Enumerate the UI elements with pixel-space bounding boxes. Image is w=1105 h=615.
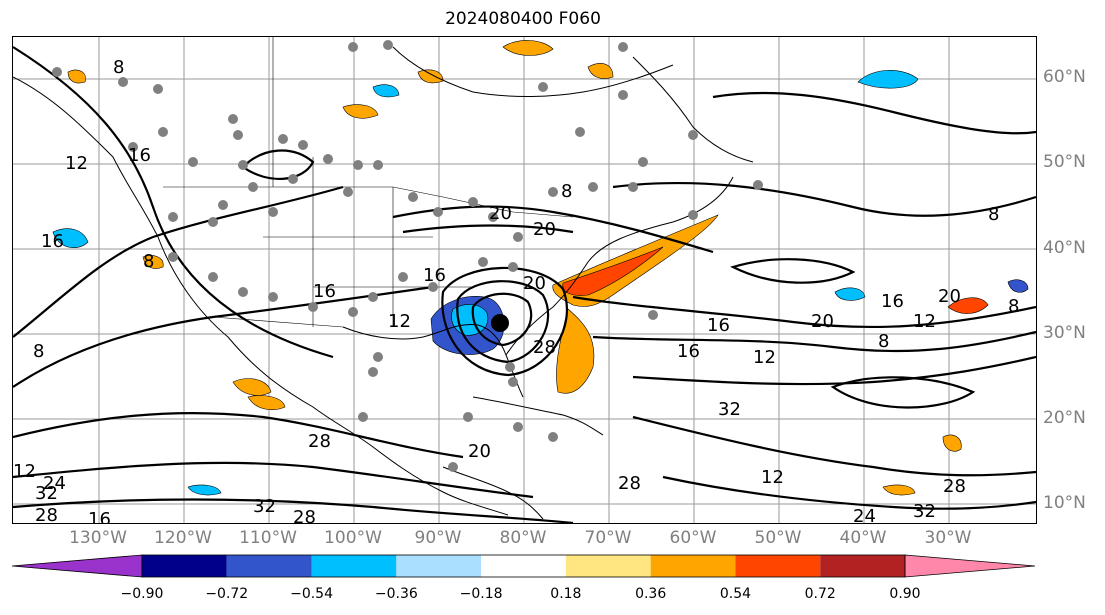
contour-label: 12 xyxy=(65,153,88,174)
lat-label-60n: 60°N xyxy=(1043,67,1086,87)
colorbar-segment xyxy=(396,555,482,577)
contour-label: 32 xyxy=(913,501,936,522)
borders xyxy=(163,37,574,328)
colorbar-tick-label: −0.36 xyxy=(374,586,418,602)
contour-label: 16 xyxy=(677,341,700,362)
colorbar-tick-label: 0.18 xyxy=(550,586,582,602)
contour-label: 12 xyxy=(753,347,776,368)
contour-label: 32 xyxy=(35,483,58,504)
contour-label: 20 xyxy=(523,273,546,294)
shaded-field xyxy=(52,40,1029,496)
lon-label-60w: 60°W xyxy=(669,528,717,548)
colorbar-tick-label: −0.72 xyxy=(205,586,249,602)
colorbar-segment xyxy=(820,555,905,577)
colorbar-extend-low xyxy=(12,554,143,578)
map-title: 2024080400 F060 xyxy=(445,9,601,29)
contour-label: 32 xyxy=(718,399,741,420)
contour-label: 16 xyxy=(423,265,446,286)
colorbar-extend-high xyxy=(904,554,1036,578)
contour-label: 24 xyxy=(43,473,66,494)
contour-label: 20 xyxy=(489,203,512,224)
colorbar-tick-label: 0.54 xyxy=(719,586,752,602)
contour-label: 8 xyxy=(988,204,999,225)
lon-label-40w: 40°W xyxy=(839,528,887,548)
colorbar-tick-label: −0.18 xyxy=(459,586,503,602)
colorbar-segment xyxy=(481,555,566,577)
lon-label-100w: 100°W xyxy=(324,528,382,548)
contour-label: 8 xyxy=(143,251,154,272)
contour-label: 8 xyxy=(561,181,572,202)
storm-center-marker xyxy=(491,314,509,332)
contour-label: 24 xyxy=(853,506,876,523)
lon-label-130w: 130°W xyxy=(69,528,127,548)
colorbar-tick-label: 0.72 xyxy=(804,586,836,602)
contour-label: 8 xyxy=(878,331,889,352)
lon-label-110w: 110°W xyxy=(239,528,297,548)
contour-label: 20 xyxy=(533,219,556,240)
colorbar xyxy=(12,554,1036,578)
colorbar-segment xyxy=(735,555,821,577)
lon-label-70w: 70°W xyxy=(584,528,632,548)
lat-label-30n: 30°N xyxy=(1043,323,1086,343)
contour-label: 20 xyxy=(468,441,491,462)
colorbar-tick-label: 0.90 xyxy=(889,586,921,602)
contour-label: 28 xyxy=(533,337,556,358)
contour-label: 16 xyxy=(881,291,904,312)
lat-label-50n: 50°N xyxy=(1043,152,1086,172)
lon-label-30w: 30°W xyxy=(924,528,972,548)
contour-label: 16 xyxy=(313,281,336,302)
colorbar-tick-label: −0.90 xyxy=(120,586,164,602)
contour-label: 8 xyxy=(113,57,124,78)
contour-label: 20 xyxy=(811,311,834,332)
contour-label: 32 xyxy=(253,496,276,517)
lat-label-10n: 10°N xyxy=(1043,493,1086,513)
colorbar-segment xyxy=(565,555,651,577)
colorbar-tick-label: 0.36 xyxy=(635,586,667,602)
contour-label: 16 xyxy=(41,231,64,252)
contour-label: 28 xyxy=(943,476,966,497)
colorbar-tick-label: −0.54 xyxy=(290,586,333,602)
map-canvas: 8 12 16 16 8 16 12 16 20 20 8 20 28 16 1… xyxy=(13,37,1036,523)
contour-label: 12 xyxy=(761,467,784,488)
contour-label: 16 xyxy=(707,315,730,336)
contour-label: 28 xyxy=(618,473,641,494)
lat-label-40n: 40°N xyxy=(1043,238,1086,258)
lon-label-90w: 90°W xyxy=(414,528,462,548)
contour-label: 12 xyxy=(13,461,36,482)
contour-label: 16 xyxy=(128,145,151,166)
contour-label: 16 xyxy=(88,509,111,523)
colorbar-segment xyxy=(650,555,736,577)
contour-label: 12 xyxy=(388,311,411,332)
contour-label: 12 xyxy=(913,311,936,332)
lon-label-120w: 120°W xyxy=(154,528,212,548)
coastlines xyxy=(13,46,754,520)
contour-label: 28 xyxy=(308,431,331,452)
lon-label-80w: 80°W xyxy=(499,528,547,548)
contour-label: 20 xyxy=(938,286,961,307)
contour-label: 8 xyxy=(33,341,44,362)
station-dots xyxy=(52,40,763,472)
colorbar-segment xyxy=(142,555,227,577)
colorbar-segment xyxy=(311,555,397,577)
colorbar-segment xyxy=(226,555,312,577)
contour-label: 8 xyxy=(1008,296,1019,317)
colorbar-segments xyxy=(12,554,1036,578)
height-contours xyxy=(13,46,1036,523)
contour-labels: 8 12 16 16 8 16 12 16 20 20 8 20 28 16 1… xyxy=(13,57,1019,523)
contour-label: 28 xyxy=(293,507,316,523)
map-panel[interactable]: 8 12 16 16 8 16 12 16 20 20 8 20 28 16 1… xyxy=(12,36,1037,524)
contour-label: 28 xyxy=(35,505,58,523)
lat-label-20n: 20°N xyxy=(1043,408,1086,428)
colorbar-outline xyxy=(141,554,906,578)
lon-label-50w: 50°W xyxy=(754,528,802,548)
